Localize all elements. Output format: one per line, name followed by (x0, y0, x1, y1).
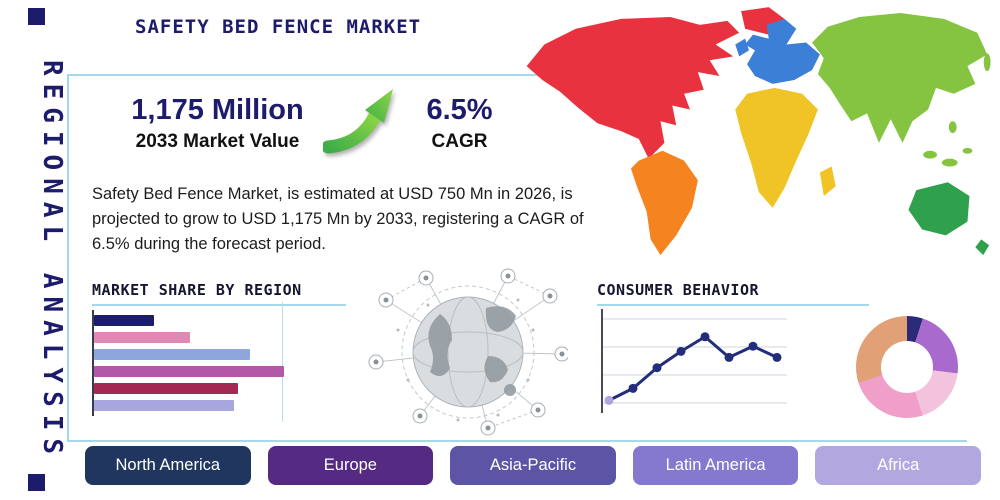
network-node-icon (480, 420, 496, 436)
market-value-caption: 2033 Market Value (135, 130, 300, 152)
world-map (526, 7, 991, 256)
map-region-japan (983, 53, 991, 72)
cagr-block: 6.5% CAGR (402, 94, 517, 153)
cagr-number: 6.5% (426, 94, 493, 126)
market-share-bar-3 (94, 349, 250, 360)
line-marker-1 (604, 395, 614, 405)
line-marker-2 (628, 383, 638, 393)
region-button-latin-america[interactable]: Latin America (632, 446, 799, 485)
corner-square-bottom (28, 474, 45, 491)
market-value-block: 1,175 Million 2033 Market Value (95, 94, 340, 153)
cagr-caption: CAGR (431, 130, 488, 152)
network-node-icon (530, 402, 546, 418)
panel-bottom-line (67, 440, 967, 442)
network-node-icon (378, 292, 394, 308)
network-node-icon (418, 270, 434, 286)
market-share-bar-1 (94, 315, 154, 326)
donut-hole (881, 341, 933, 393)
network-node-icon (554, 346, 568, 362)
region-button-asia-pacific[interactable]: Asia-Pacific (450, 446, 616, 485)
market-value-number: 1,175 Million (131, 94, 304, 126)
network-node-icon (500, 268, 516, 284)
map-region-uk (735, 38, 750, 57)
consumer-behavior-line-chart (601, 309, 787, 413)
line-marker-7 (748, 341, 758, 351)
market-share-bar-4 (94, 366, 284, 377)
market-share-heading: MARKET SHARE BY REGION (92, 281, 346, 306)
map-region-philippines (948, 121, 957, 134)
map-region-south-america (630, 150, 698, 256)
map-region-se-asia-islands (941, 158, 958, 167)
market-description: Safety Bed Fence Market, is estimated at… (92, 185, 584, 253)
region-button-europe[interactable]: Europe (267, 446, 434, 485)
map-region-asia (812, 13, 988, 143)
region-button-north-america[interactable]: North America (85, 446, 251, 485)
market-share-bar-2 (94, 332, 190, 343)
map-region-madagascar (819, 166, 836, 197)
corner-square-top (28, 8, 45, 25)
line-marker-5 (700, 332, 710, 342)
donut-ring (856, 316, 958, 418)
page-title: SAFETY BED FENCE MARKET (135, 16, 422, 38)
line-marker-8 (772, 352, 782, 362)
map-region-europe (745, 18, 820, 84)
market-share-bar-6 (94, 400, 234, 411)
line-marker-3 (652, 363, 662, 373)
region-buttons-row: North America Europe Asia-Pacific Latin Ame… (85, 446, 981, 485)
map-region-africa (735, 87, 818, 208)
growth-arrow-icon (323, 89, 393, 154)
regional-donut-chart (856, 316, 958, 418)
network-node-icon (368, 354, 384, 370)
market-share-bar-5 (94, 383, 238, 394)
map-region-australia (908, 182, 970, 236)
globe-network-illustration (368, 268, 568, 436)
bar-chart-gridline (282, 302, 283, 422)
side-label-regional-analysis: REGIONAL ANALYSIS (37, 59, 67, 463)
market-share-bar-chart (94, 315, 294, 417)
line-marker-6 (724, 352, 734, 362)
bar-chart-axis (92, 310, 94, 416)
consumer-behavior-heading: CONSUMER BEHAVIOR (597, 281, 869, 306)
panel-top-line (67, 74, 597, 76)
network-node-icon (542, 288, 558, 304)
line-marker-4 (676, 346, 686, 356)
map-region-se-asia-islands (923, 150, 937, 159)
network-node-icon (412, 408, 428, 424)
map-region-se-asia-islands (962, 147, 973, 154)
panel-left-line (67, 74, 69, 442)
region-button-africa[interactable]: Africa (815, 446, 981, 485)
map-region-new-zealand (975, 239, 990, 256)
map-region-north-america (526, 16, 740, 159)
